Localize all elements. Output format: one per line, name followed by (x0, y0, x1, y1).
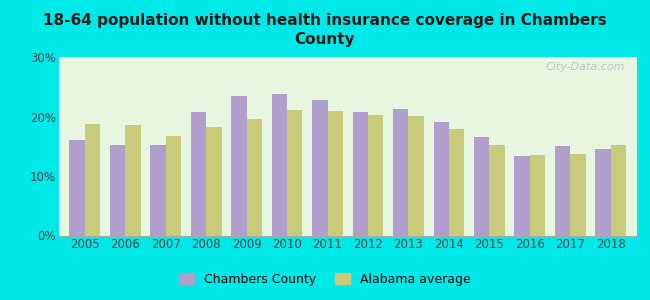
Bar (328, 111, 343, 236)
Bar (393, 109, 408, 236)
Bar (474, 137, 489, 236)
Bar (70, 140, 84, 236)
Bar (312, 100, 328, 236)
Bar (352, 112, 368, 236)
Bar (434, 122, 449, 236)
Bar (84, 124, 100, 236)
Bar (570, 154, 586, 236)
Bar (110, 145, 125, 236)
Text: 18-64 population without health insurance coverage in Chambers
County: 18-64 population without health insuranc… (43, 14, 607, 47)
Bar (514, 156, 530, 236)
Bar (125, 125, 140, 236)
Bar (272, 94, 287, 236)
Bar (150, 145, 166, 236)
Bar (449, 129, 464, 236)
Bar (530, 154, 545, 236)
Bar (611, 145, 626, 236)
Bar (206, 127, 222, 236)
Text: City-Data.com: City-Data.com (546, 62, 625, 72)
Bar (368, 115, 384, 236)
Bar (555, 146, 570, 236)
Bar (246, 119, 262, 236)
Bar (166, 136, 181, 236)
Bar (191, 112, 206, 236)
Bar (287, 110, 302, 236)
Bar (408, 116, 424, 236)
Bar (231, 96, 246, 236)
Bar (595, 149, 611, 236)
Legend: Chambers County, Alabama average: Chambers County, Alabama average (174, 268, 476, 291)
Bar (489, 145, 504, 236)
